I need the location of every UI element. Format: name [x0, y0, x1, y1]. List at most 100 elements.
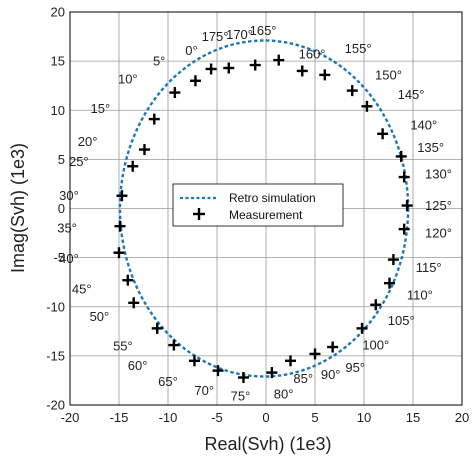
angle-label: 20°: [78, 134, 98, 149]
y-axis-label: Imag(Svh) (1e3): [8, 143, 28, 273]
measurement-point: [401, 200, 413, 212]
measurement-point: [319, 69, 331, 81]
y-tick-label: -5: [53, 250, 65, 265]
measurement-point: [377, 128, 389, 140]
legend: Retro simulation Measurement: [172, 183, 344, 227]
y-tick-label: 0: [58, 201, 65, 216]
measurement-point: [395, 150, 407, 162]
x-tick-label: -10: [159, 410, 178, 425]
measurement-point: [138, 144, 150, 156]
measurement-point: [237, 371, 249, 383]
measurement-point: [113, 247, 125, 259]
angle-label: 175°: [202, 29, 229, 44]
measurement-point: [273, 54, 285, 66]
angle-annotations: 165°170°175° 0° 5° 10° 15° 20° 25° 30° 35° 40° 45°…: [57, 23, 452, 403]
y-tick-label: 20: [51, 5, 65, 20]
angle-label: 120°: [425, 226, 452, 241]
measurement-point: [188, 355, 200, 367]
angle-label: 10°: [118, 71, 138, 86]
x-tick-label: 15: [406, 410, 420, 425]
angle-label: 55°: [113, 339, 133, 354]
x-axis-label: Real(Svh) (1e3): [204, 434, 331, 454]
angle-label: 170°: [226, 27, 253, 42]
measurement-point: [169, 87, 181, 99]
legend-box: [172, 183, 344, 227]
angle-label: 135°: [417, 140, 444, 155]
measurement-point: [116, 190, 128, 202]
angle-label: 140°: [410, 117, 437, 132]
x-tick-label: -5: [211, 410, 223, 425]
measurement-point: [327, 341, 339, 353]
angle-label: 70°: [194, 383, 214, 398]
angle-label: 85°: [293, 371, 313, 386]
measurement-point: [383, 277, 395, 289]
angle-label: 100°: [362, 338, 389, 353]
measurement-point: [189, 75, 201, 87]
y-tick-label: -10: [46, 299, 65, 314]
measurement-point: [151, 322, 163, 334]
legend-swatch-measurement: [193, 208, 205, 220]
measurement-point: [296, 65, 308, 77]
angle-label: 95°: [345, 360, 365, 375]
y-tick-label: 10: [51, 103, 65, 118]
measurement-point: [127, 160, 139, 172]
measurement-point: [223, 62, 235, 74]
measurement-point: [205, 63, 217, 75]
angle-label: 25°: [69, 154, 89, 169]
tick-labels: -20 -15 -10 -5 0 5 10 15 20 -20 -15 -10 -5 0 5 10 15 20: [46, 5, 469, 426]
measurement-point: [249, 59, 261, 71]
angle-label: 5°: [153, 54, 165, 69]
angle-label: 115°: [416, 260, 442, 275]
measurement-point: [309, 348, 321, 360]
measurement-point: [148, 113, 160, 125]
measurement-point: [387, 254, 399, 266]
angle-label: 50°: [90, 309, 110, 324]
x-tick-label: -20: [61, 410, 80, 425]
plot-frame: [69, 11, 463, 406]
angle-label: 35°: [57, 221, 77, 236]
measurement-point: [346, 85, 358, 97]
angle-label: 90°: [321, 367, 341, 382]
angle-label: 45°: [72, 282, 92, 297]
angle-label: 0°: [185, 43, 197, 58]
angle-label: 155°: [345, 41, 372, 56]
x-tick-label: 20: [455, 410, 469, 425]
y-tick-label: -20: [46, 398, 65, 413]
y-tick-label: -15: [46, 348, 65, 363]
measurement-point: [398, 171, 410, 183]
legend-label-measurement: Measurement: [229, 208, 303, 222]
measurement-point: [114, 220, 126, 232]
angle-label: 105°: [388, 313, 415, 328]
measurement-point: [370, 299, 382, 311]
measurement-point: [361, 100, 373, 112]
angle-label: 15°: [91, 101, 111, 116]
angle-label: 40°: [59, 251, 79, 266]
x-tick-label: 10: [357, 410, 371, 425]
angle-label: 145°: [398, 87, 425, 102]
angle-label: 30°: [59, 188, 79, 203]
measurement-series: [113, 54, 413, 383]
x-tick-label: 0: [262, 410, 269, 425]
angle-label: 75°: [231, 389, 251, 404]
measurement-point: [398, 223, 410, 235]
angle-label: 65°: [158, 374, 178, 389]
y-tick-label: 15: [51, 54, 65, 69]
angle-label: 130°: [425, 167, 452, 182]
x-tick-label: -15: [110, 410, 129, 425]
angle-label: 150°: [375, 67, 402, 82]
angle-label: 110°: [407, 287, 433, 302]
measurement-point: [128, 297, 140, 309]
measurement-point: [122, 274, 134, 286]
measurement-point: [285, 355, 296, 367]
measurement-point: [212, 365, 224, 377]
angle-label: 60°: [128, 358, 148, 373]
legend-label-simulation: Retro simulation: [229, 191, 316, 205]
measurement-point: [266, 367, 278, 379]
angle-label: 80°: [274, 387, 294, 402]
angle-label: 165°: [250, 23, 277, 38]
measurement-point: [168, 339, 180, 351]
y-tick-label: 5: [58, 152, 65, 167]
measurement-point: [356, 322, 368, 334]
